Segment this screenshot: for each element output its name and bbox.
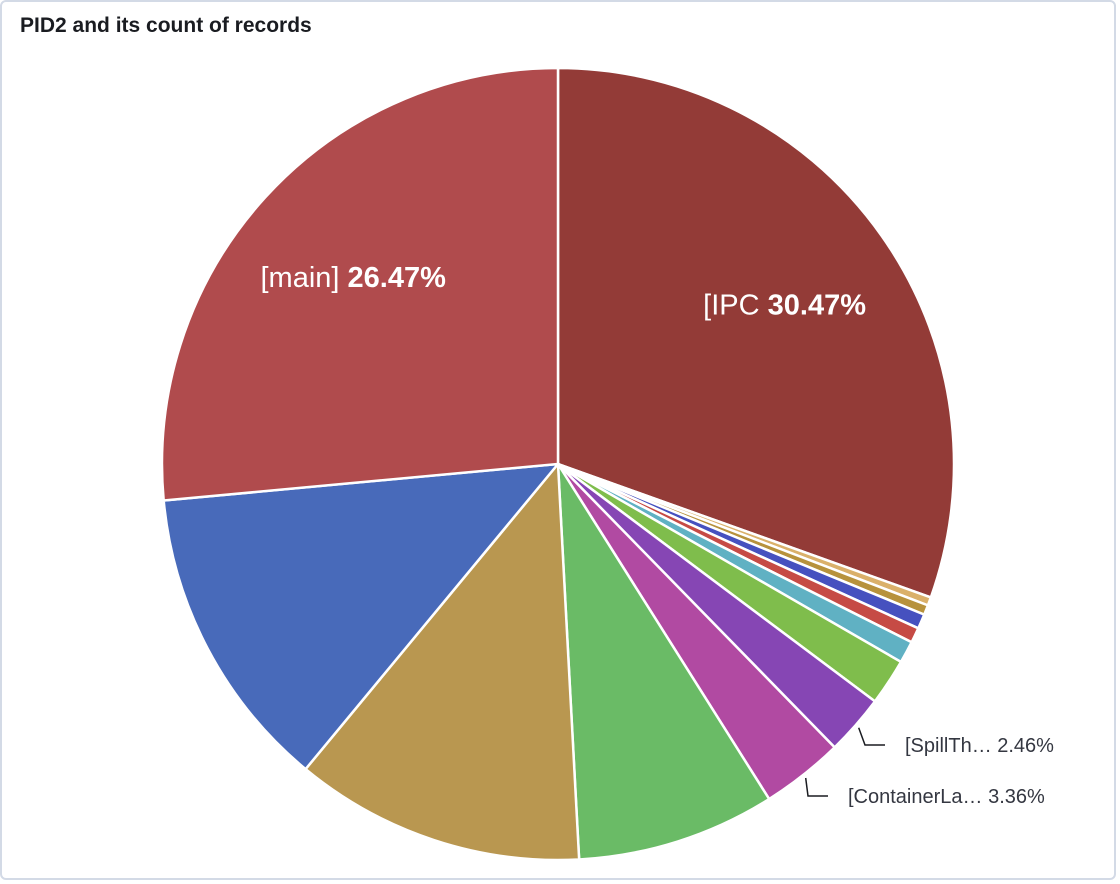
slice-label-ipc: [IPC 30.47% — [703, 289, 866, 321]
leader-line-containerla — [804, 777, 828, 797]
pie-slices — [160, 66, 956, 862]
slice-label-main: [main] 26.47% — [261, 262, 447, 294]
pie-slice-9[interactable] — [556, 462, 771, 861]
slice-label-containerla: [ContainerLa… 3.36% — [848, 786, 1045, 808]
panel-title: PID2 and its count of records — [20, 14, 312, 37]
pie-slice-ipc[interactable] — [556, 66, 956, 599]
pie-labels: [IPC 30.47% [SpillTh… 2.46% [ContainerLa… … — [261, 262, 1055, 808]
pie-slice-11[interactable] — [162, 462, 560, 771]
pie-slice-main[interactable] — [160, 66, 560, 502]
leader-line-spillth — [857, 727, 885, 746]
slice-label-spillth: [SpillTh… 2.46% — [905, 735, 1054, 757]
pie-slice-10[interactable] — [304, 462, 581, 862]
